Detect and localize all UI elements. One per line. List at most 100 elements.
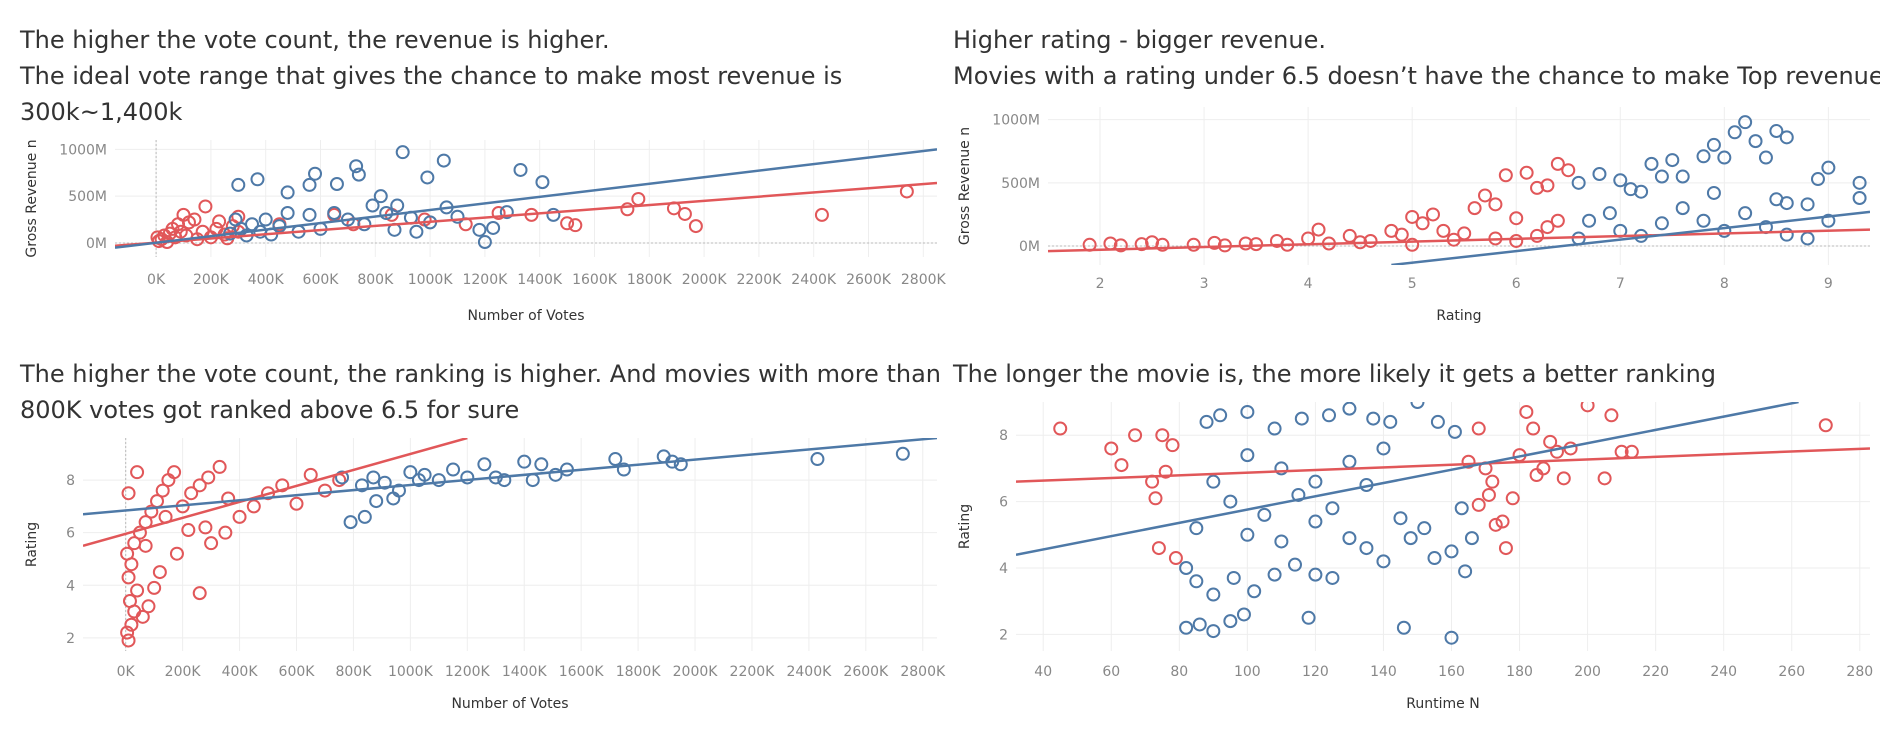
data-point-blue	[1308, 474, 1323, 489]
data-point-red	[1485, 474, 1500, 489]
data-point-red	[218, 525, 233, 540]
data-point-red	[1155, 237, 1170, 252]
x-tick-label: 6	[1512, 276, 1521, 292]
data-point-red	[120, 546, 135, 561]
data-point-blue	[1769, 124, 1784, 139]
x-tick-label: 5	[1408, 276, 1417, 292]
data-point-blue	[390, 198, 405, 213]
data-point-red	[246, 499, 261, 514]
data-point-blue	[477, 235, 492, 250]
data-point-red	[677, 206, 692, 221]
data-point-red	[1128, 428, 1143, 443]
x-tick-label: 2200K	[736, 272, 782, 288]
plot-area	[83, 438, 937, 648]
data-point-red	[1519, 165, 1534, 180]
y-tick-label: 8	[66, 473, 75, 489]
data-point-blue	[1717, 150, 1732, 165]
data-point-blue	[1779, 196, 1794, 211]
data-point-blue	[258, 212, 273, 227]
data-point-red	[147, 580, 162, 595]
chart-panel-runtime-rating: The longer the movie is, the more likely…	[953, 356, 1878, 712]
data-point-red	[187, 212, 202, 227]
x-tick-label: 40	[1034, 664, 1052, 680]
data-point-blue	[1644, 156, 1659, 171]
data-point-red	[1155, 428, 1170, 443]
data-point-red	[1498, 168, 1513, 183]
data-point-red	[198, 520, 213, 535]
data-point-blue	[486, 220, 501, 235]
trend-line-blue	[1391, 210, 1870, 265]
data-point-blue	[280, 185, 295, 200]
data-point-blue	[1274, 534, 1289, 549]
x-tick-label: 240	[1710, 664, 1737, 680]
x-tick-label: 1000K	[388, 664, 434, 680]
y-tick-label: 500M	[1001, 176, 1040, 192]
y-tick-label: 6	[66, 526, 75, 542]
data-point-red	[1488, 197, 1503, 212]
trend-line-red	[83, 438, 468, 548]
data-point-blue	[460, 470, 475, 485]
x-tick-label: 1600K	[559, 664, 605, 680]
data-point-red	[1053, 421, 1068, 436]
data-point-red	[192, 586, 207, 601]
data-point-blue	[1223, 614, 1238, 629]
data-point-blue	[1247, 584, 1262, 599]
data-point-blue	[608, 452, 623, 467]
x-axis-label: Number of Votes	[451, 696, 568, 712]
data-point-blue	[351, 167, 366, 182]
data-point-blue	[1322, 408, 1337, 423]
data-point-red	[135, 609, 150, 624]
y-tick-label: 6	[999, 495, 1008, 511]
data-point-blue	[1800, 197, 1815, 212]
data-point-blue	[1206, 587, 1221, 602]
data-point-red	[1165, 438, 1180, 453]
data-point-red	[138, 538, 153, 553]
x-tick-label: 140	[1370, 664, 1397, 680]
x-axis-label: Rating	[1436, 308, 1481, 324]
y-tick-label: 2	[66, 631, 75, 647]
data-point-red	[192, 478, 207, 493]
data-point-blue	[366, 470, 381, 485]
data-point-blue	[535, 175, 550, 190]
data-point-red	[1436, 223, 1451, 238]
plot-area	[115, 145, 937, 250]
y-axis-label: Rating	[24, 522, 40, 567]
x-tick-label: 400K	[222, 664, 259, 680]
data-point-red	[1526, 421, 1541, 436]
data-point-red	[1114, 458, 1129, 473]
data-point-red	[121, 570, 136, 585]
plot-area	[1048, 115, 1870, 265]
data-point-blue	[1206, 624, 1221, 639]
data-point-blue	[1192, 617, 1207, 632]
chart-panel-votes-revenue: The higher the vote count, the revenue i…	[20, 22, 947, 324]
data-point-blue	[1199, 414, 1214, 429]
data-point-red	[1550, 156, 1565, 171]
data-point-blue	[1287, 557, 1302, 572]
data-point-red	[1186, 237, 1201, 252]
data-point-blue	[1376, 554, 1391, 569]
data-point-blue	[386, 491, 401, 506]
chart-panel-rating-revenue: Higher rating - bigger revenue. Movies w…	[953, 22, 1880, 324]
data-point-red	[1394, 227, 1409, 242]
data-point-red	[120, 625, 135, 640]
data-point-blue	[1727, 125, 1742, 140]
data-point-blue	[1179, 620, 1194, 635]
scatter-chart-votes-rating: 0K 200K 400K 600K 800K 1000K 1200K 1400K 1600K 18…	[24, 438, 946, 712]
x-tick-label: 2400K	[786, 664, 832, 680]
data-point-red	[1249, 237, 1264, 252]
data-point-blue	[1417, 521, 1432, 536]
data-point-red	[1561, 163, 1576, 178]
data-point-blue	[250, 172, 265, 187]
x-tick-label: 2200K	[730, 664, 776, 680]
data-point-blue	[1267, 421, 1282, 436]
title-line: The higher the vote count, the ranking i…	[20, 360, 941, 388]
data-point-blue	[517, 454, 532, 469]
data-point-red	[1405, 209, 1420, 224]
data-point-blue	[1223, 494, 1238, 509]
data-point-blue	[343, 515, 358, 530]
x-tick-label: 160	[1438, 664, 1465, 680]
data-point-blue	[1717, 223, 1732, 238]
data-point-red	[1467, 201, 1482, 216]
data-point-blue	[369, 494, 384, 509]
data-point-red	[1168, 551, 1183, 566]
